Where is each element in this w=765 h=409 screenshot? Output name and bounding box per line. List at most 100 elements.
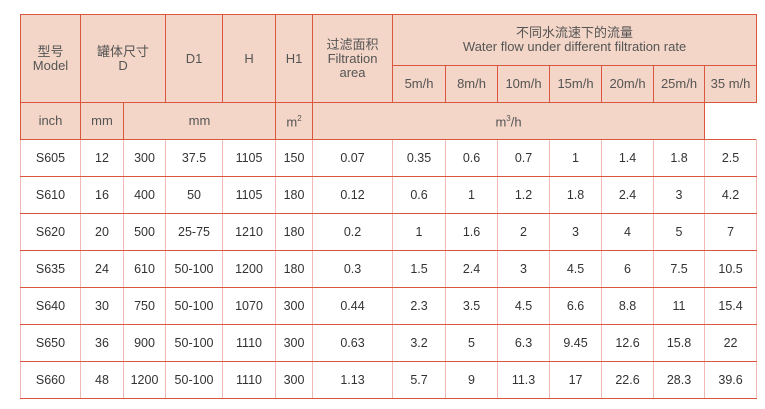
value-cell: 2.3 bbox=[392, 287, 447, 325]
value-cell: 50 bbox=[165, 176, 224, 214]
value-cell: 3.5 bbox=[445, 287, 499, 325]
value-cell: 6.3 bbox=[497, 324, 551, 362]
value-cell: 4.5 bbox=[549, 250, 603, 288]
unit-inch: inch bbox=[20, 102, 81, 140]
value-cell: 180 bbox=[275, 250, 314, 288]
value-cell: 0.12 bbox=[312, 176, 394, 214]
value-cell: 400 bbox=[122, 176, 167, 214]
rate-header: 10m/h bbox=[497, 65, 551, 103]
value-cell: 1105 bbox=[222, 176, 277, 214]
rate-header: 8m/h bbox=[445, 65, 499, 103]
value-cell: 0.6 bbox=[392, 176, 447, 214]
h-header: H bbox=[222, 14, 277, 103]
value-cell: 1.13 bbox=[312, 361, 394, 399]
value-cell: 900 bbox=[122, 324, 167, 362]
rate-header: 25m/h bbox=[653, 65, 706, 103]
value-cell: 1105 bbox=[222, 139, 277, 177]
value-cell: 0.07 bbox=[312, 139, 394, 177]
value-cell: 1110 bbox=[222, 361, 277, 399]
table-row: S640 30 750 50-100 1070 300 0.44 2.3 3.5 4.5 6.6 8.… bbox=[20, 287, 758, 325]
value-cell: 2.4 bbox=[601, 176, 655, 214]
value-cell: 1.6 bbox=[445, 213, 499, 251]
model-cell: S660 bbox=[20, 361, 81, 399]
value-cell: 300 bbox=[275, 324, 314, 362]
table-row: S635 24 610 50-100 1200 180 0.3 1.5 2.4 3 4.5 6 7.5 1… bbox=[20, 250, 758, 288]
value-cell: 24 bbox=[80, 250, 124, 288]
value-cell: 300 bbox=[275, 287, 314, 325]
area-header: 过滤面积 Filtration area bbox=[312, 14, 394, 103]
value-cell: 20 bbox=[80, 213, 124, 251]
value-cell: 180 bbox=[275, 176, 314, 214]
rate-header: 15m/h bbox=[549, 65, 603, 103]
value-cell: 36 bbox=[80, 324, 124, 362]
value-cell: 0.2 bbox=[312, 213, 394, 251]
value-cell: 5.7 bbox=[392, 361, 447, 399]
value-cell: 0.7 bbox=[497, 139, 551, 177]
table-row: S610 16 400 50 1105 180 0.12 0.6 1 1.2 1.8 2.4 3 4.2 bbox=[20, 176, 758, 214]
value-cell: 48 bbox=[80, 361, 124, 399]
value-cell: 25-75 bbox=[165, 213, 224, 251]
value-cell: 10.5 bbox=[704, 250, 758, 288]
table-row: S660 48 1200 50-100 1110 300 1.13 5.7 9 11.3 17 22.… bbox=[20, 361, 758, 399]
value-cell: 1070 bbox=[222, 287, 277, 325]
value-cell: 3 bbox=[653, 176, 706, 214]
value-cell: 0.44 bbox=[312, 287, 394, 325]
value-cell: 4 bbox=[601, 213, 655, 251]
rate-header: 35 m/h bbox=[704, 65, 758, 103]
h1-header: H1 bbox=[275, 14, 314, 103]
value-cell: 1 bbox=[392, 213, 447, 251]
value-cell: 9.45 bbox=[549, 324, 603, 362]
table-row: S620 20 500 25-75 1210 180 0.2 1 1.6 2 3 4 5 7 bbox=[20, 213, 758, 251]
value-cell: 8.8 bbox=[601, 287, 655, 325]
value-cell: 1.5 bbox=[392, 250, 447, 288]
value-cell: 1.2 bbox=[497, 176, 551, 214]
value-cell: 6 bbox=[601, 250, 655, 288]
value-cell: 4.5 bbox=[497, 287, 551, 325]
value-cell: 2.4 bbox=[445, 250, 499, 288]
table-row: S605 12 300 37.5 1105 150 0.07 0.35 0.6 0.7 1 1.4 1.… bbox=[20, 139, 758, 177]
value-cell: 39.6 bbox=[704, 361, 758, 399]
value-cell: 3 bbox=[497, 250, 551, 288]
value-cell: 300 bbox=[122, 139, 167, 177]
model-cell: S605 bbox=[20, 139, 81, 177]
value-cell: 9 bbox=[445, 361, 499, 399]
value-cell: 12 bbox=[80, 139, 124, 177]
value-cell: 17 bbox=[549, 361, 603, 399]
spec-table: 型号 Model 罐体尺寸 D D1 H H1 过滤面积 Filtration area… bbox=[20, 14, 758, 399]
rate-header: 5m/h bbox=[392, 65, 447, 103]
value-cell: 0.6 bbox=[445, 139, 499, 177]
value-cell: 1210 bbox=[222, 213, 277, 251]
value-cell: 2 bbox=[497, 213, 551, 251]
model-cell: S640 bbox=[20, 287, 81, 325]
value-cell: 5 bbox=[653, 213, 706, 251]
value-cell: 50-100 bbox=[165, 250, 224, 288]
value-cell: 0.35 bbox=[392, 139, 447, 177]
value-cell: 6.6 bbox=[549, 287, 603, 325]
value-cell: 2.5 bbox=[704, 139, 758, 177]
value-cell: 30 bbox=[80, 287, 124, 325]
value-cell: 150 bbox=[275, 139, 314, 177]
value-cell: 22 bbox=[704, 324, 758, 362]
value-cell: 0.63 bbox=[312, 324, 394, 362]
value-cell: 7 bbox=[704, 213, 758, 251]
value-cell: 5 bbox=[445, 324, 499, 362]
value-cell: 12.6 bbox=[601, 324, 655, 362]
value-cell: 0.3 bbox=[312, 250, 394, 288]
model-header: 型号 Model bbox=[20, 14, 81, 103]
value-cell: 16 bbox=[80, 176, 124, 214]
d1-header: D1 bbox=[165, 14, 224, 103]
value-cell: 11 bbox=[653, 287, 706, 325]
model-cell: S635 bbox=[20, 250, 81, 288]
value-cell: 1.8 bbox=[653, 139, 706, 177]
value-cell: 28.3 bbox=[653, 361, 706, 399]
value-cell: 50-100 bbox=[165, 287, 224, 325]
value-cell: 1110 bbox=[222, 324, 277, 362]
value-cell: 3.2 bbox=[392, 324, 447, 362]
model-cell: S620 bbox=[20, 213, 81, 251]
value-cell: 37.5 bbox=[165, 139, 224, 177]
value-cell: 15.8 bbox=[653, 324, 706, 362]
flow-header: 不同水流速下的流量 Water flow under different filt… bbox=[392, 14, 758, 66]
value-cell: 50-100 bbox=[165, 324, 224, 362]
value-cell: 50-100 bbox=[165, 361, 224, 399]
model-cell: S610 bbox=[20, 176, 81, 214]
